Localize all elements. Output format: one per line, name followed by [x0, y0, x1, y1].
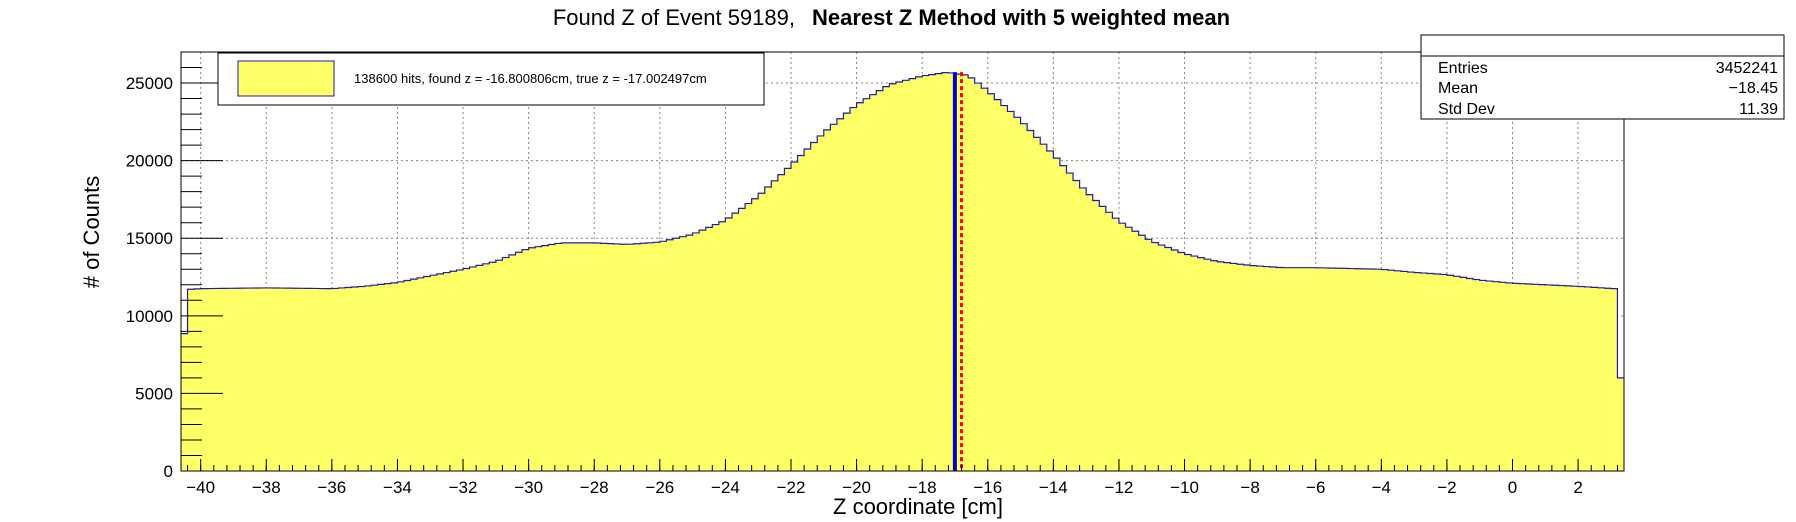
x-tick-label: −18: [908, 478, 937, 497]
x-axis-ticks: −40 −38 −36 −34 −32 −30 −28 −26 −24 −22 −20 −18 −16−…: [186, 459, 1618, 497]
x-tick-label: −20: [842, 478, 871, 497]
x-tick-label: 0: [1508, 478, 1517, 497]
stats-mean-label: Mean: [1438, 80, 1478, 97]
stats-entries-value: 3452241: [1716, 60, 1778, 77]
x-tick-label: 2: [1573, 478, 1582, 497]
y-tick-label: 20000: [126, 152, 173, 171]
x-tick-label: −36: [317, 478, 346, 497]
x-tick-label: −14: [1039, 478, 1068, 497]
legend-box: 138600 hits, found z = -16.800806cm, tru…: [217, 52, 765, 106]
x-tick-label: −32: [449, 478, 478, 497]
marker-lines: [952, 72, 964, 471]
x-axis-title: Z coordinate [cm]: [833, 494, 1003, 519]
histogram-outline: [181, 72, 1624, 379]
x-tick-label: −34: [383, 478, 412, 497]
histogram-area: [181, 72, 1624, 471]
plot-frame: [180, 51, 1625, 472]
y-tick-label: 15000: [126, 229, 173, 248]
legend-swatch: [237, 60, 335, 97]
stats-entries-label: Entries: [1438, 60, 1488, 77]
y-axis-title: # of Counts: [79, 176, 104, 289]
y-tick-label: 5000: [135, 384, 173, 403]
stats-stddev-value: 11.39: [1739, 101, 1778, 118]
x-tick-label: −38: [252, 478, 281, 497]
x-tick-label: −2: [1437, 478, 1456, 497]
x-tick-label: −30: [514, 478, 543, 497]
y-tick-label: 0: [164, 462, 173, 481]
y-tick-label: 25000: [126, 74, 173, 93]
histogram-fill: [181, 72, 1624, 471]
chart-title-bold: Nearest Z Method with 5 weighted mean: [812, 5, 1230, 30]
stats-box: Entries 3452241 Mean −18.45 Std Dev 11.3…: [1420, 34, 1785, 120]
x-tick-label: −16: [973, 478, 1002, 497]
stats-mean-value: −18.45: [1729, 80, 1778, 97]
chart-title-prefix: Found Z of Event 59189,: [553, 5, 795, 30]
x-tick-label: −24: [711, 478, 740, 497]
stats-stddev-label: Std Dev: [1438, 101, 1495, 118]
x-tick-label: −10: [1170, 478, 1199, 497]
x-tick-label: −12: [1105, 478, 1134, 497]
x-tick-label: −22: [777, 478, 806, 497]
x-tick-label: −28: [580, 478, 609, 497]
y-axis-ticks: 0 5000 10000 15000 20000 25000: [126, 51, 223, 481]
x-tick-label: −26: [645, 478, 674, 497]
x-tick-label: −6: [1306, 478, 1325, 497]
x-tick-label: −40: [186, 478, 215, 497]
y-tick-label: 10000: [126, 307, 173, 326]
legend-label: 138600 hits, found z = -16.800806cm, tru…: [354, 71, 707, 86]
x-tick-label: −4: [1372, 478, 1391, 497]
x-tick-label: −8: [1240, 478, 1259, 497]
